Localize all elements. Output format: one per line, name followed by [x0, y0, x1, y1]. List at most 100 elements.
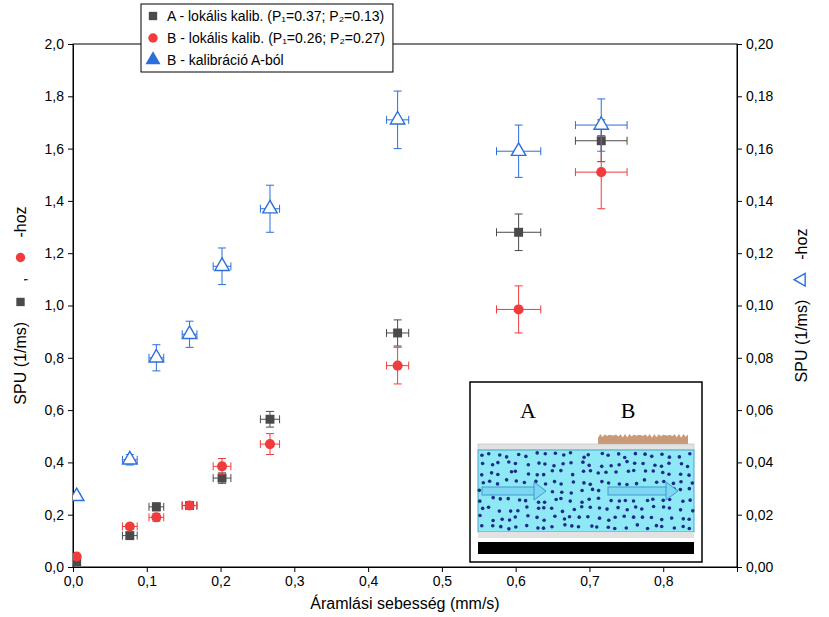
point — [390, 112, 404, 124]
axis-title-text: -hoz — [793, 229, 810, 260]
tick-mark — [589, 567, 590, 572]
tick: 0,2 — [45, 507, 73, 523]
tick-mark — [68, 567, 73, 568]
y-axis-title: SPU (1/ms),-hoz — [12, 206, 29, 404]
x-axis: 0,0 0,1 0,2 0,3 0,4 0,5 0,6 0,7 0,8 — [64, 567, 738, 589]
tick-mark — [737, 149, 742, 150]
tick-label: 0,1 — [138, 573, 158, 589]
axis-title-text: SPU (1/ms) — [12, 322, 29, 405]
series — [73, 91, 627, 500]
tick-mark — [737, 358, 742, 359]
tick-mark — [68, 306, 73, 307]
channel — [478, 450, 694, 532]
rough-layer — [598, 434, 688, 445]
tick-label: 0,16 — [746, 141, 773, 157]
tick-label: 1,0 — [45, 297, 65, 313]
tick-label: 0,3 — [285, 573, 305, 589]
tick: 0,8 — [654, 567, 674, 589]
tick-label: 0,20 — [746, 36, 773, 52]
tick-mark — [68, 201, 73, 202]
tick-mark — [737, 410, 742, 411]
y-axis: 0,00,20,40,60,81,01,21,41,61,82,0 — [45, 36, 74, 575]
point — [594, 117, 608, 129]
point — [393, 361, 403, 371]
y-error-bar — [266, 411, 274, 427]
tick-label: 0,2 — [211, 573, 231, 589]
axis-line — [738, 45, 743, 568]
axis-title-marker — [16, 298, 24, 306]
tick-mark — [68, 44, 73, 45]
tick: 0,8 — [45, 350, 73, 366]
point — [152, 502, 161, 511]
point — [125, 521, 135, 531]
tick: 0,14 — [737, 193, 773, 209]
tick: 2,0 — [45, 36, 73, 52]
tick: 0,00 — [737, 559, 773, 575]
tick: 0,10 — [737, 297, 773, 313]
tick-label: 0,00 — [746, 559, 773, 575]
bottom-wall — [478, 532, 694, 538]
axis-title-marker — [794, 273, 805, 286]
tick: 0,12 — [737, 245, 773, 261]
tick-mark — [147, 567, 148, 572]
axis-line — [74, 568, 738, 573]
tick: 0,08 — [737, 350, 773, 366]
point — [185, 501, 195, 511]
y-error-bar — [152, 503, 160, 511]
plot-frame — [73, 44, 737, 567]
point — [263, 200, 277, 212]
legend-marker — [148, 33, 157, 42]
y-error-bar — [394, 320, 402, 346]
tick: 1,8 — [45, 88, 73, 104]
tick-mark — [737, 306, 742, 307]
tick-mark — [737, 462, 742, 463]
base — [478, 542, 694, 554]
flow-arrow — [482, 482, 546, 500]
tick-label: 0,12 — [746, 245, 773, 261]
point — [215, 258, 229, 270]
tick-label: 0,02 — [746, 507, 773, 523]
y-error-bar — [515, 214, 523, 251]
tick: 0,1 — [138, 567, 158, 589]
point — [73, 488, 84, 500]
tick: 1,4 — [45, 193, 73, 209]
point — [393, 328, 402, 337]
tick-label: 0,4 — [359, 573, 379, 589]
tick: 0,7 — [580, 567, 600, 589]
point — [218, 474, 227, 483]
tick-label: 0,6 — [45, 402, 65, 418]
tick-label: 0,0 — [45, 559, 65, 575]
x-error-bar — [149, 503, 164, 511]
inset-label: B — [621, 398, 636, 423]
tick-mark — [442, 567, 443, 572]
point — [151, 512, 161, 522]
axis-title-text: -hoz — [12, 206, 29, 237]
legend: A - lokális kalib. (P₁=0.37; P₂=0.13)B -… — [141, 4, 393, 72]
point — [265, 439, 275, 449]
tick: 0,2 — [211, 567, 231, 589]
point — [514, 228, 523, 237]
tick-label: 0,5 — [433, 573, 453, 589]
inset: AB — [470, 382, 702, 562]
tick: 0,0 — [64, 567, 84, 589]
inset-box — [470, 382, 702, 562]
tick-mark — [737, 201, 742, 202]
tick-mark — [68, 253, 73, 254]
tick-mark — [221, 567, 222, 572]
tick-mark — [68, 149, 73, 150]
tick-label: 1,8 — [45, 88, 65, 104]
tick-label: 0,6 — [506, 573, 526, 589]
y2-axis-title: SPU (1/ms)-hoz — [793, 229, 810, 383]
y2-axis: 0,000,020,040,060,080,100,120,140,160,18… — [737, 36, 773, 575]
tick-label: 0,06 — [746, 402, 773, 418]
tick-label: 0,18 — [746, 88, 773, 104]
top-wall — [478, 444, 694, 450]
point — [217, 461, 227, 471]
axis-line — [68, 45, 74, 568]
point — [514, 304, 524, 314]
point — [266, 415, 275, 424]
tick: 0,5 — [433, 567, 453, 589]
tick: 0,16 — [737, 141, 773, 157]
tick: 0,6 — [506, 567, 526, 589]
tick: 0,02 — [737, 507, 773, 523]
